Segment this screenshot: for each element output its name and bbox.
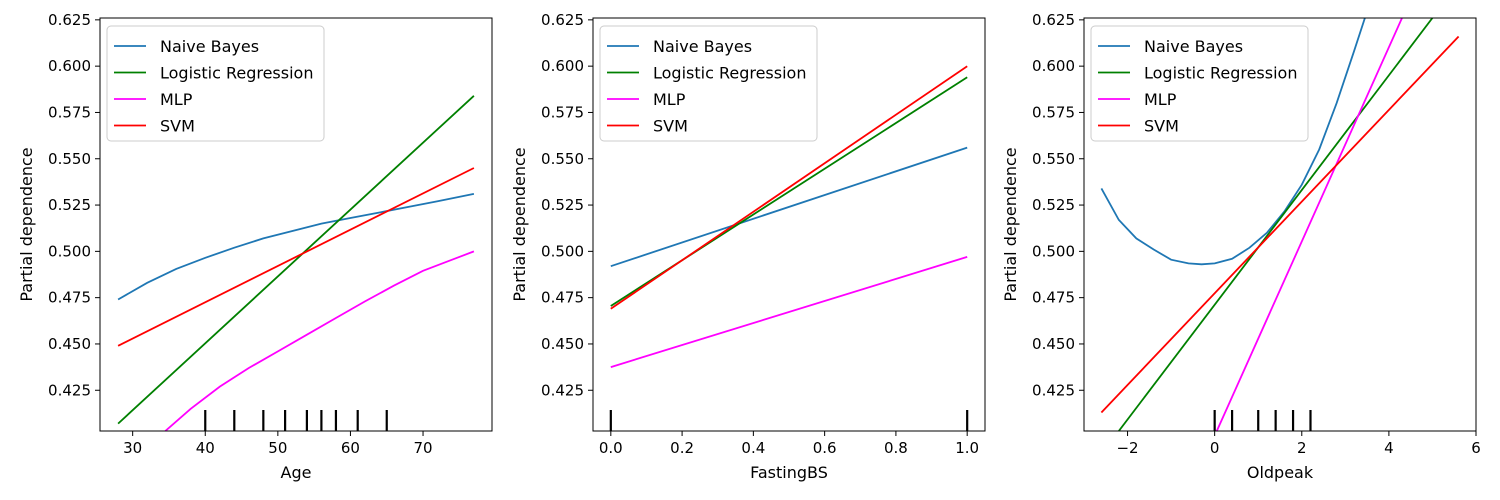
legend-label: MLP (653, 90, 686, 109)
x-tick-label: 0 (1210, 439, 1220, 457)
y-tick-label: 0.500 (1032, 242, 1075, 260)
y-tick-label: 0.625 (1032, 11, 1075, 29)
x-axis-label: Age (281, 463, 312, 482)
series-line-naive-bayes (1100, 18, 1366, 266)
y-tick-label: 0.475 (48, 289, 91, 307)
chart-panel-3: −2 0 2 4 6 0.425 0.450 0.475 0.500 0.525 0.550 0.57… (1001, 11, 1481, 482)
series-line-logistic-regression (1118, 18, 1434, 431)
legend-box (106, 25, 325, 142)
legend: Naive Bayes Logistic Regression MLP SVM (1090, 25, 1309, 142)
x-tick-label: 0.8 (884, 439, 908, 457)
y-tick-label: 0.475 (541, 289, 584, 307)
y-tick-label: 0.500 (541, 242, 584, 260)
series-lines (610, 65, 968, 368)
series-line-svm (610, 65, 968, 310)
y-tick-label: 0.575 (48, 103, 91, 121)
y-tick-label: 0.425 (1032, 381, 1075, 399)
legend: Naive Bayes Logistic Regression MLP SVM (106, 25, 325, 142)
y-tick-label: 0.450 (48, 335, 91, 353)
legend-label: Naive Bayes (653, 37, 752, 56)
series-line-naive-bayes (117, 193, 475, 301)
chart-panel-1: 30 40 50 60 70 0.425 0.450 0.475 0.500 0.525 0.550… (17, 11, 493, 482)
y-tick-label: 0.575 (541, 103, 584, 121)
legend-label: SVM (1144, 117, 1179, 136)
x-axis-label: Oldpeak (1247, 463, 1314, 482)
series-line-logistic-regression (117, 95, 475, 425)
y-tick-label: 0.550 (541, 150, 584, 168)
y-tick-label: 0.525 (1032, 196, 1075, 214)
y-tick-label: 0.500 (48, 242, 91, 260)
y-axis-label: Partial dependence (1001, 147, 1020, 301)
series-line-mlp (1215, 18, 1403, 431)
y-tick-label: 0.575 (1032, 103, 1075, 121)
x-tick-label: 40 (196, 439, 215, 457)
axes-frame (1083, 17, 1477, 432)
y-tick-label: 0.600 (1032, 57, 1075, 75)
legend-box (599, 25, 818, 142)
x-tick-label: 0.4 (741, 439, 765, 457)
legend-label: Naive Bayes (1144, 37, 1243, 56)
legend-label: MLP (1144, 90, 1177, 109)
x-tick-label: 0.6 (813, 439, 837, 457)
series-line-svm (117, 167, 475, 347)
y-tick-label: 0.425 (541, 381, 584, 399)
y-tick-label: 0.550 (48, 150, 91, 168)
legend-label: Naive Bayes (160, 37, 259, 56)
y-axis-label: Partial dependence (17, 147, 36, 301)
x-tick-label: 70 (413, 439, 432, 457)
series-line-mlp (610, 256, 968, 368)
y-tick-label: 0.600 (541, 57, 584, 75)
series-lines (117, 95, 475, 431)
x-axis-label: FastingBS (750, 463, 828, 482)
series-line-mlp (164, 250, 475, 431)
legend-label: Logistic Regression (653, 64, 806, 83)
y-tick-label: 0.425 (48, 381, 91, 399)
legend: Naive Bayes Logistic Regression MLP SVM (599, 25, 818, 142)
y-tick-label: 0.600 (48, 57, 91, 75)
y-tick-label: 0.450 (541, 335, 584, 353)
chart-panel-2: 0.0 0.2 0.4 0.6 0.8 1.0 0.425 0.450 0.475 0.500 0.… (510, 11, 986, 482)
x-tick-label: 0.0 (599, 439, 623, 457)
x-tick-label: 60 (341, 439, 360, 457)
y-tick-label: 0.450 (1032, 335, 1075, 353)
x-tick-label: 30 (123, 439, 142, 457)
y-tick-label: 0.525 (541, 196, 584, 214)
series-line-svm (1100, 35, 1460, 414)
y-tick-label: 0.625 (541, 11, 584, 29)
series-lines (1100, 18, 1460, 431)
legend-box (1090, 25, 1309, 142)
y-tick-label: 0.475 (1032, 289, 1075, 307)
axes-frame (592, 17, 986, 432)
series-line-naive-bayes (610, 146, 968, 268)
legend-label: MLP (160, 90, 193, 109)
x-tick-label: −2 (1116, 439, 1138, 457)
x-tick-label: 6 (1471, 439, 1481, 457)
legend-label: SVM (653, 117, 688, 136)
legend-label: Logistic Regression (1144, 64, 1297, 83)
legend-label: Logistic Regression (160, 64, 313, 83)
x-tick-label: 0.2 (670, 439, 694, 457)
y-axis-label: Partial dependence (510, 147, 529, 301)
y-tick-label: 0.550 (1032, 150, 1075, 168)
y-tick-label: 0.625 (48, 11, 91, 29)
x-tick-label: 2 (1297, 439, 1307, 457)
y-tick-label: 0.525 (48, 196, 91, 214)
axes-frame (99, 17, 493, 432)
x-tick-label: 4 (1384, 439, 1394, 457)
x-tick-label: 1.0 (955, 439, 979, 457)
x-tick-label: 50 (268, 439, 287, 457)
legend-label: SVM (160, 117, 195, 136)
